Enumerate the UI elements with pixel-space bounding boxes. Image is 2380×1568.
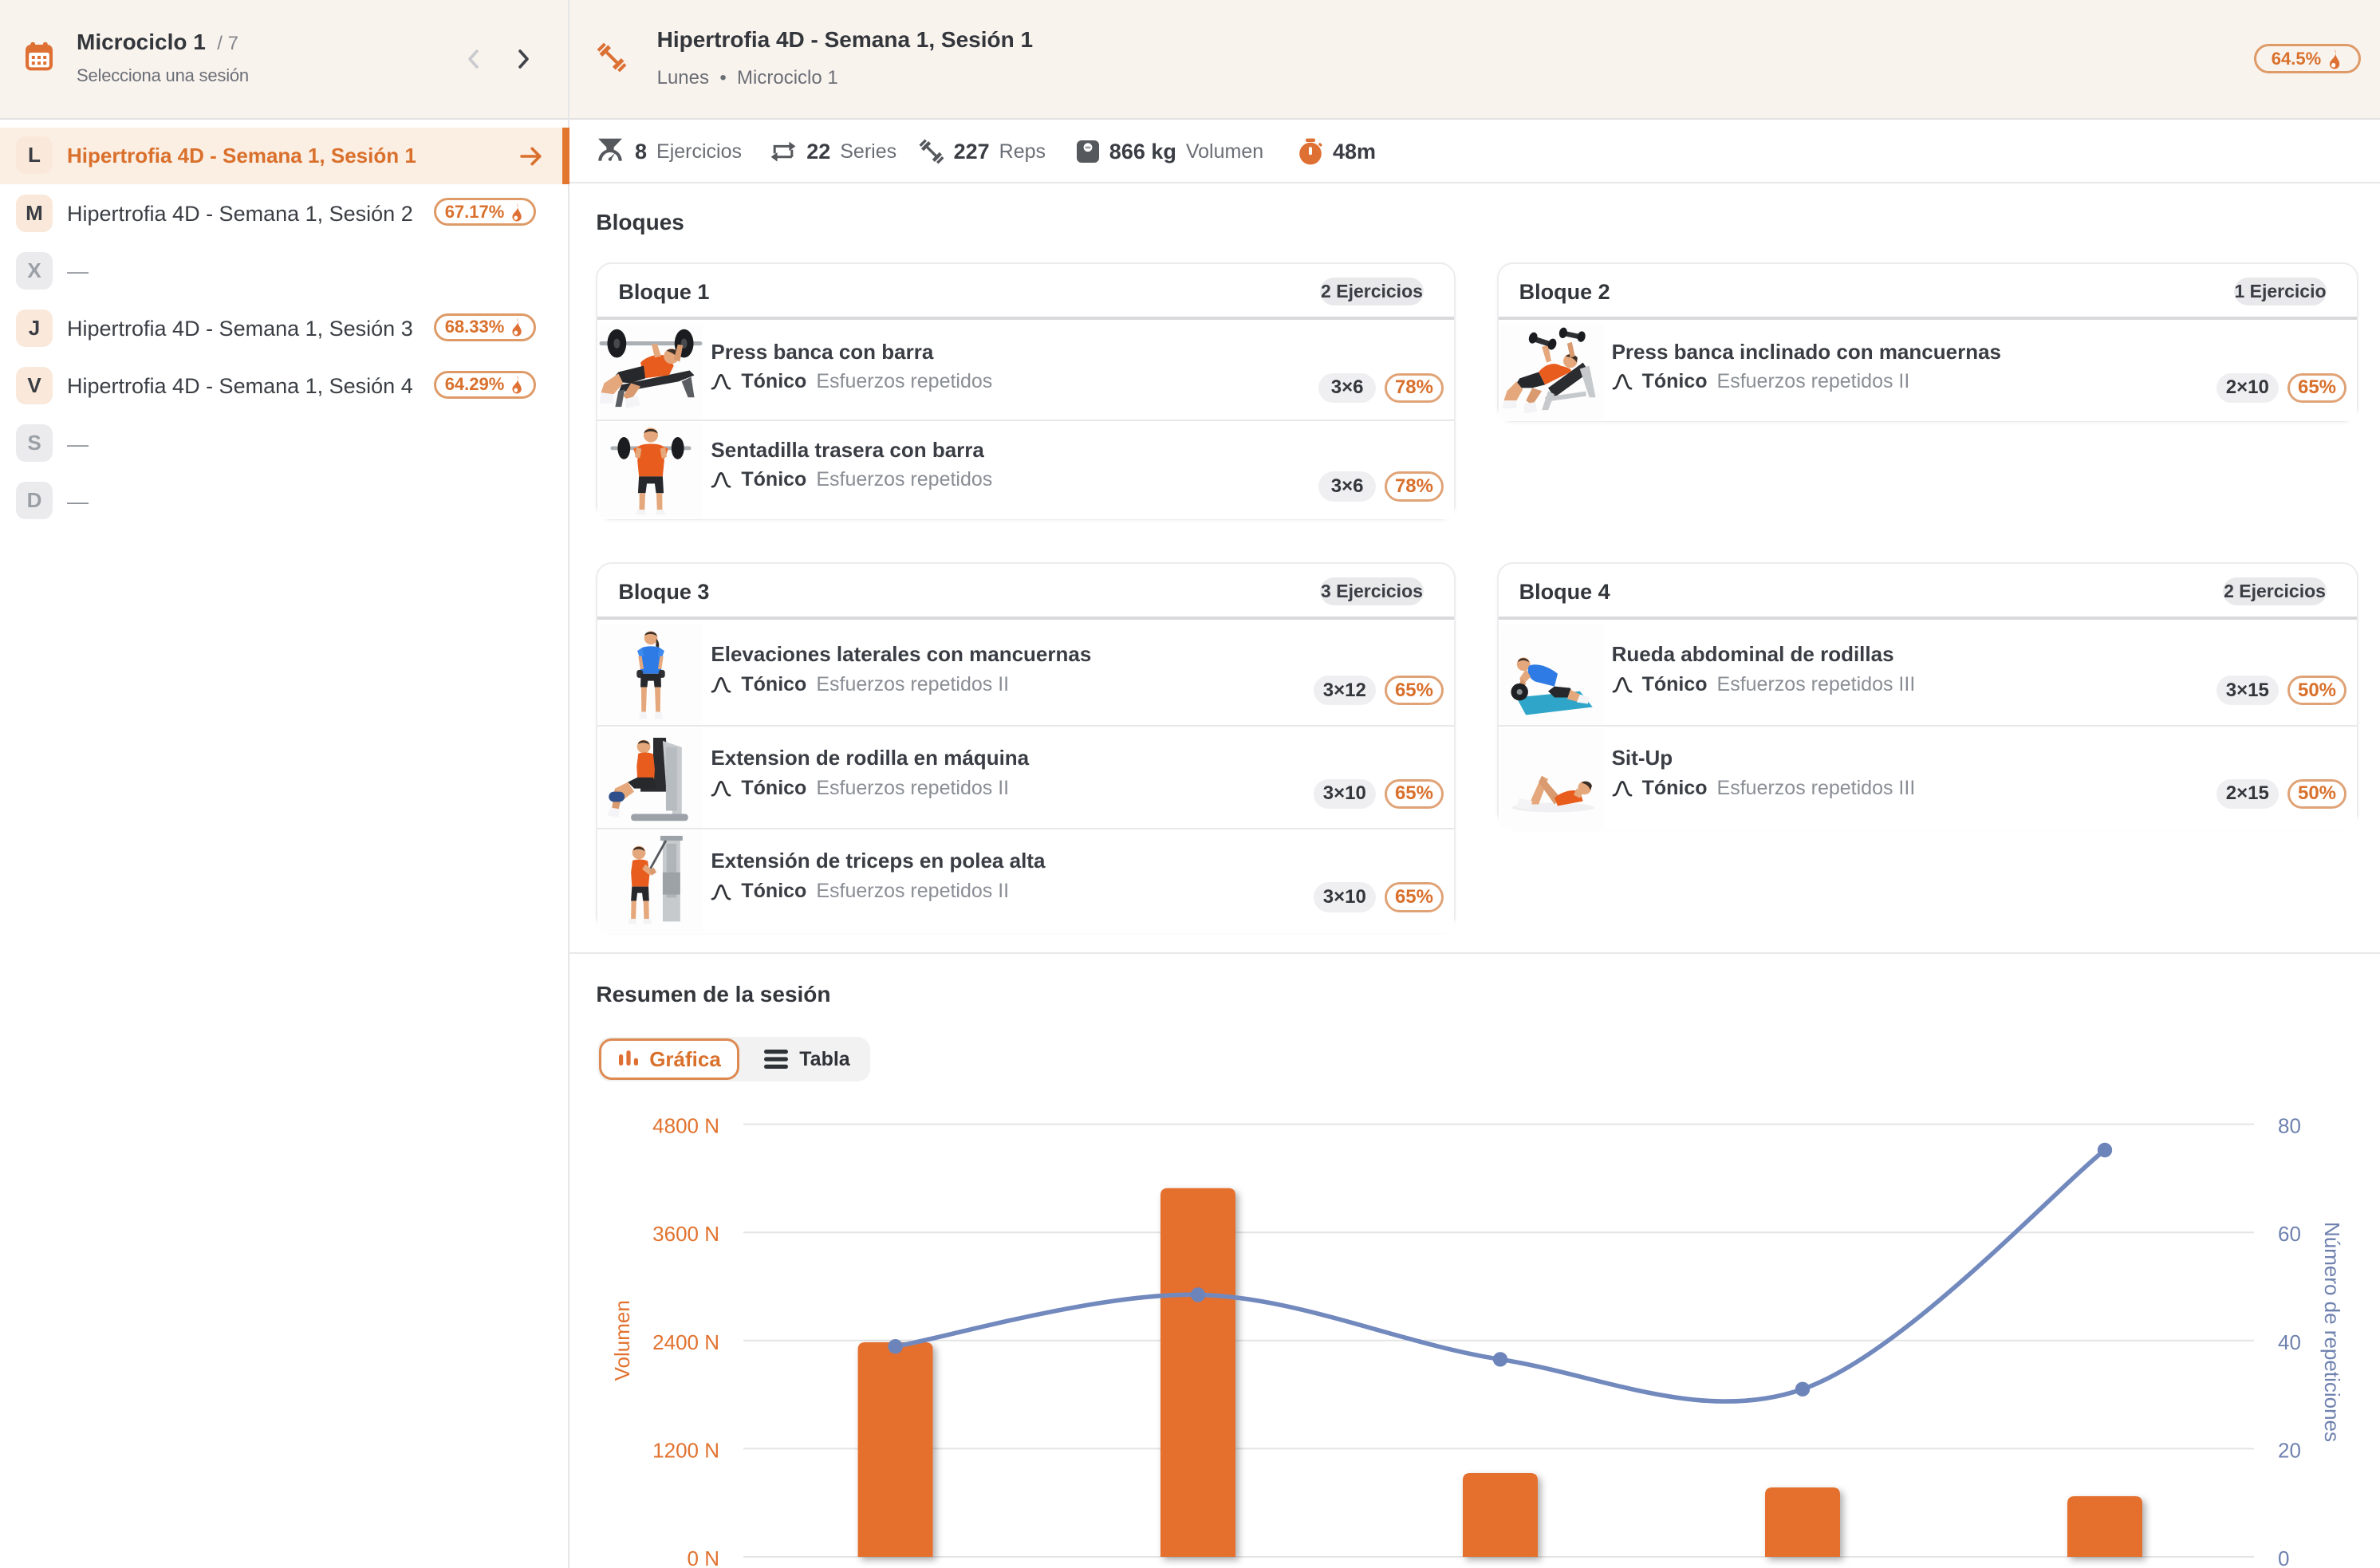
svg-text:Número de repeticiones: Número de repeticiones xyxy=(2320,1222,2344,1442)
svg-text:0: 0 xyxy=(2278,1546,2289,1568)
svg-text:2400 N: 2400 N xyxy=(652,1330,719,1354)
svg-text:40: 40 xyxy=(2278,1330,2301,1354)
svg-text:1200 N: 1200 N xyxy=(652,1438,719,1462)
svg-text:60: 60 xyxy=(2278,1222,2301,1246)
svg-text:0 N: 0 N xyxy=(688,1546,719,1568)
svg-text:80: 80 xyxy=(2278,1114,2301,1138)
svg-text:20: 20 xyxy=(2278,1438,2301,1462)
svg-text:3600 N: 3600 N xyxy=(652,1222,719,1246)
svg-text:Volumen: Volumen xyxy=(610,1300,634,1381)
svg-text:4800 N: 4800 N xyxy=(652,1114,719,1138)
